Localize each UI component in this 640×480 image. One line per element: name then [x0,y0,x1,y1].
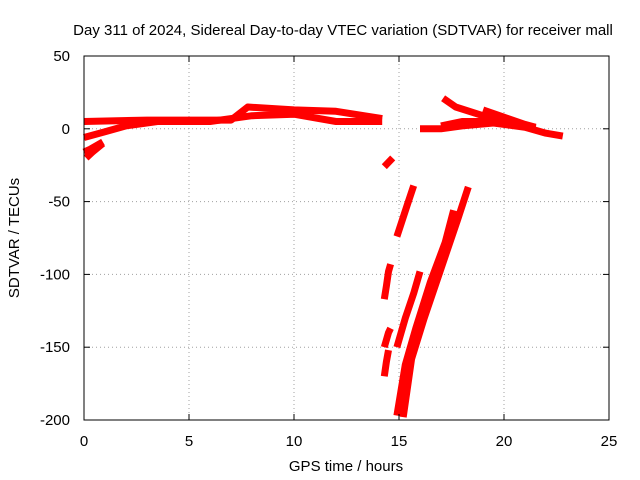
x-tick-label: 25 [601,433,618,450]
y-tick-label: -200 [40,412,70,429]
series-track-8 [380,349,392,377]
x-tick-label: 10 [286,433,303,450]
x-tick-label: 20 [496,433,513,450]
series-track-10 [393,270,424,349]
x-tick-label: 15 [391,433,408,450]
series-track-6 [380,263,394,300]
series-track-5 [381,155,396,170]
y-tick-label: -100 [40,266,70,283]
y-tick-label: -50 [48,194,70,211]
y-tick-label: 0 [62,121,70,138]
series-track-17 [508,118,536,131]
y-tick-label: 50 [53,48,70,65]
series-track-2 [83,110,383,141]
series-track-11 [393,209,457,417]
chart-title: Day 311 of 2024, Sidereal Day-to-day VTE… [73,22,613,39]
data-series [82,95,564,418]
plot-frame [83,55,610,421]
series-track-4 [83,140,106,161]
series-track-12 [399,185,472,418]
y-axis-label: SDTVAR / TECUs [6,178,23,298]
series-track-9 [393,184,418,238]
y-tick-label: -150 [40,339,70,356]
x-tick-label: 0 [80,433,88,450]
x-tick-label: 5 [185,433,193,450]
x-axis-label: GPS time / hours [289,458,403,475]
axis-ticks: 0 5 10 15 20 25 -200 -150 -100 -50 0 50 [40,48,617,450]
series-track-7 [380,326,394,349]
